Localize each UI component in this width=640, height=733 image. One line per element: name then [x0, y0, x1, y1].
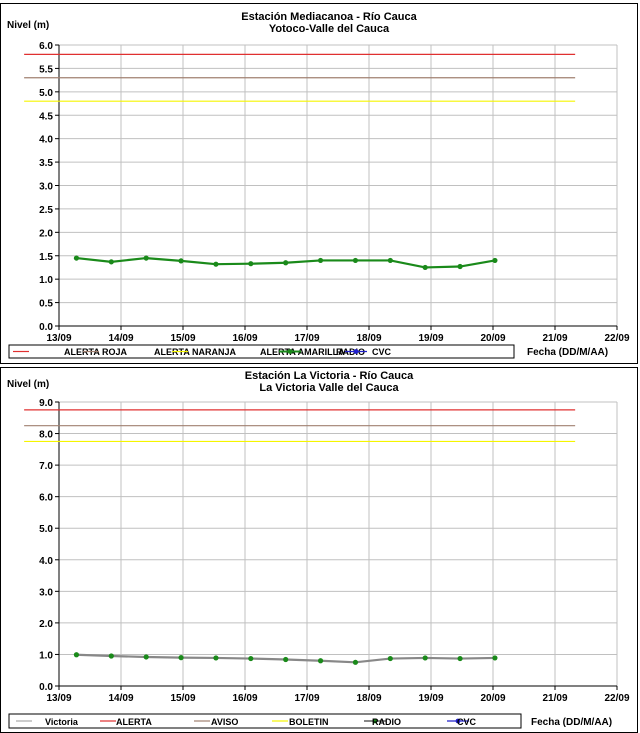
chart-panel-la-victoria: Estación La Victoria - Río Cauca La Victo… — [0, 367, 638, 733]
data-point-radio — [248, 655, 254, 662]
legend-marker-radio — [287, 349, 293, 354]
x-tick-label: 14/09 — [108, 333, 133, 344]
x-tick-label: 22/09 — [604, 333, 629, 344]
data-point-radio — [317, 658, 324, 664]
data-point-radio — [457, 655, 463, 662]
legend-label-radio: RADIO — [372, 717, 401, 727]
y-tick-label: 0.0 — [39, 682, 53, 693]
legend-label-boletin: BOLETIN — [289, 717, 329, 727]
chart-panel-mediacanoa: Estación Mediacanoa - Río Cauca Yotoco-Va… — [0, 3, 638, 364]
data-point-radio — [143, 654, 149, 660]
y-tick-label: 2.0 — [39, 228, 53, 239]
y-tick-label: 8.0 — [39, 430, 53, 441]
data-point-radio — [422, 655, 428, 661]
chart-subtitle: La Victoria Valle del Cauca — [259, 382, 399, 394]
chart-mediacanoa: Estación Mediacanoa - Río CaucaYotoco-Va… — [7, 11, 630, 359]
x-tick-label: 19/09 — [418, 333, 443, 344]
legend-marker-radio — [372, 718, 378, 724]
data-point-radio — [457, 263, 463, 270]
data-point-radio — [178, 258, 184, 264]
y-tick-label: 6.0 — [39, 41, 53, 52]
data-point-radio — [73, 652, 80, 658]
y-tick-label: 5.0 — [39, 524, 53, 535]
y-tick-label: 0.0 — [39, 322, 53, 333]
y-tick-label: 5.0 — [39, 88, 53, 99]
data-point-radio — [422, 264, 428, 271]
data-point-radio — [213, 261, 219, 267]
x-tick-label: 17/09 — [294, 693, 319, 704]
x-tick-label: 13/09 — [46, 333, 71, 344]
y-tick-label: 3.0 — [39, 587, 53, 598]
data-point-radio — [213, 655, 219, 661]
x-tick-label: 16/09 — [232, 693, 257, 704]
legend-box — [8, 713, 522, 729]
y-tick-label: 3.5 — [39, 158, 53, 169]
x-tick-label: 17/09 — [294, 333, 319, 344]
legend-label-cvc: CVC — [457, 717, 477, 727]
data-point-radio — [73, 255, 80, 261]
x-tick-label: 18/09 — [356, 333, 381, 344]
legend-label-cvc: CVC — [372, 347, 392, 357]
y-tick-label: 9.0 — [39, 398, 53, 409]
data-point-radio — [143, 255, 149, 261]
x-tick-label: 21/09 — [542, 333, 567, 344]
y-tick-label: 6.0 — [39, 493, 53, 504]
data-point-radio — [248, 261, 254, 267]
data-point-radio — [352, 659, 359, 665]
legend-marker-cvc — [455, 718, 461, 724]
legend-label-victoria: Victoria — [45, 717, 79, 727]
legend-label-aviso: AVISO — [211, 717, 238, 727]
y-tick-label: 2.0 — [39, 619, 53, 630]
chart-title: Estación Mediacanoa - Río Cauca — [241, 11, 417, 23]
x-tick-label: 22/09 — [604, 693, 629, 704]
y-tick-label: 3.0 — [39, 182, 53, 193]
legend-label-alerta: ALERTA — [116, 717, 152, 727]
legend-marker-cvc — [353, 349, 359, 354]
chart-title: Estación La Victoria - Río Cauca — [245, 370, 414, 382]
x-tick-label: 15/09 — [170, 333, 195, 344]
data-point-radio — [283, 260, 289, 266]
x-axis-label: Fecha (DD/M/AA) — [531, 717, 612, 728]
y-axis-label: Nivel (m) — [7, 20, 49, 31]
y-tick-label: 7.0 — [39, 461, 53, 472]
x-tick-label: 21/09 — [542, 693, 567, 704]
legend-box — [8, 344, 515, 359]
data-point-radio — [352, 257, 359, 264]
y-tick-label: 0.5 — [39, 299, 53, 310]
data-point-radio — [108, 259, 114, 265]
data-point-radio — [283, 656, 289, 663]
legend-label-alerta-amarilla: ALERTA AMARILLA — [260, 347, 345, 357]
chart-subtitle: Yotoco-Valle del Cauca — [269, 23, 390, 35]
legend-label-alerta-naranja: ALERTA NARANJA — [154, 347, 236, 357]
x-axis-label: Fecha (DD/M/AA) — [527, 347, 608, 358]
x-tick-label: 13/09 — [46, 693, 71, 704]
y-tick-label: 1.0 — [39, 650, 53, 661]
data-point-radio — [492, 257, 498, 264]
y-axis-label: Nivel (m) — [7, 379, 49, 390]
x-tick-label: 18/09 — [356, 693, 381, 704]
y-tick-label: 1.0 — [39, 275, 53, 286]
y-tick-label: 5.5 — [39, 64, 53, 75]
y-tick-label: 4.0 — [39, 135, 53, 146]
y-tick-label: 4.0 — [39, 556, 53, 567]
x-tick-label: 19/09 — [418, 693, 443, 704]
y-tick-label: 1.5 — [39, 252, 53, 263]
y-tick-label: 2.5 — [39, 205, 53, 216]
data-point-radio — [317, 257, 324, 264]
x-tick-label: 16/09 — [232, 333, 257, 344]
data-point-radio — [387, 655, 393, 662]
data-point-radio — [387, 257, 393, 264]
x-tick-label: 20/09 — [480, 693, 505, 704]
y-tick-label: 4.5 — [39, 111, 53, 122]
data-point-radio — [492, 655, 498, 661]
data-point-radio — [178, 655, 184, 661]
x-tick-label: 15/09 — [170, 693, 195, 704]
x-tick-label: 20/09 — [480, 333, 505, 344]
data-point-radio — [108, 653, 114, 659]
x-tick-label: 14/09 — [108, 693, 133, 704]
